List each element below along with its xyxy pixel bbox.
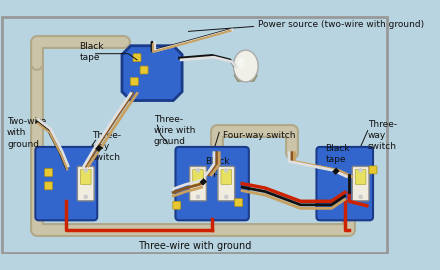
FancyBboxPatch shape xyxy=(81,170,91,184)
Text: Three-
way
switch: Three- way switch xyxy=(92,131,121,162)
FancyBboxPatch shape xyxy=(235,199,242,207)
Circle shape xyxy=(359,169,362,172)
FancyBboxPatch shape xyxy=(130,77,138,86)
FancyBboxPatch shape xyxy=(2,18,387,252)
Text: Black
tape: Black tape xyxy=(80,42,104,62)
FancyBboxPatch shape xyxy=(173,201,181,209)
FancyBboxPatch shape xyxy=(190,166,206,201)
FancyBboxPatch shape xyxy=(352,166,369,201)
Circle shape xyxy=(196,169,200,172)
FancyBboxPatch shape xyxy=(44,168,53,177)
Text: Three-wire with ground: Three-wire with ground xyxy=(138,241,251,251)
Circle shape xyxy=(359,195,362,198)
FancyBboxPatch shape xyxy=(133,54,141,62)
Text: Four-way switch: Four-way switch xyxy=(223,131,295,140)
Circle shape xyxy=(84,169,87,172)
Ellipse shape xyxy=(238,57,245,68)
Text: Black
tape: Black tape xyxy=(325,144,350,164)
Text: Three-
way
switch: Three- way switch xyxy=(368,120,397,151)
FancyBboxPatch shape xyxy=(369,166,377,174)
Polygon shape xyxy=(234,75,257,81)
FancyBboxPatch shape xyxy=(193,170,203,184)
FancyBboxPatch shape xyxy=(44,182,53,190)
Text: Black
tape: Black tape xyxy=(205,157,230,177)
FancyBboxPatch shape xyxy=(221,170,231,184)
Polygon shape xyxy=(122,46,182,100)
Ellipse shape xyxy=(233,50,258,82)
FancyBboxPatch shape xyxy=(140,66,148,74)
Circle shape xyxy=(225,169,228,172)
Circle shape xyxy=(84,195,87,198)
FancyBboxPatch shape xyxy=(77,166,94,201)
Text: Power source (two-wire with ground): Power source (two-wire with ground) xyxy=(258,20,424,29)
FancyBboxPatch shape xyxy=(35,147,97,220)
Circle shape xyxy=(225,195,228,198)
FancyBboxPatch shape xyxy=(316,147,373,220)
FancyBboxPatch shape xyxy=(356,170,366,184)
Text: Two-wire
with
ground: Two-wire with ground xyxy=(7,117,46,148)
Circle shape xyxy=(196,195,200,198)
FancyBboxPatch shape xyxy=(218,166,235,201)
FancyBboxPatch shape xyxy=(176,147,249,220)
Text: Three-
wire with
ground: Three- wire with ground xyxy=(154,115,195,146)
